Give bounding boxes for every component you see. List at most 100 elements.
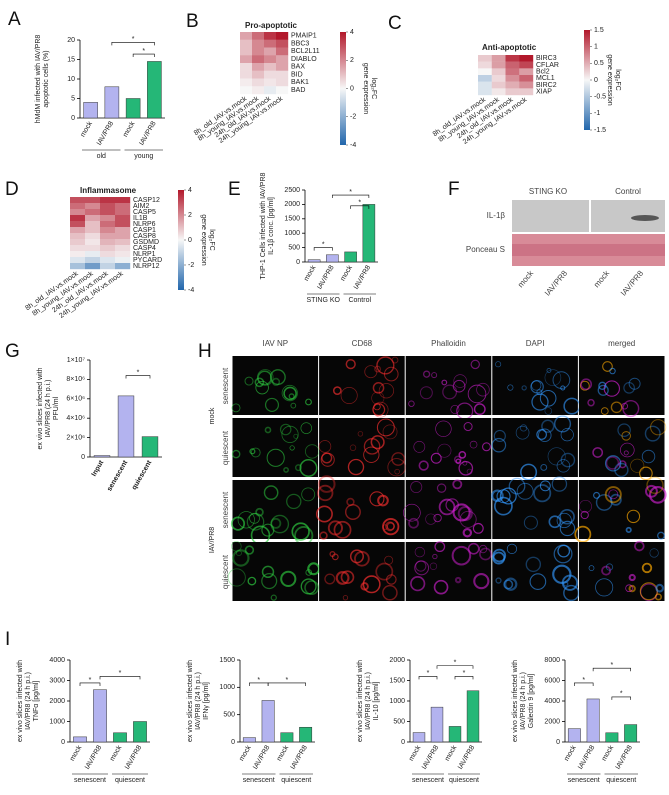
y-tick-label: 1500: [389, 677, 405, 684]
bar: [466, 690, 480, 743]
heatmap-cell: [100, 257, 116, 264]
bar: [104, 86, 120, 119]
micrograph-texture: [345, 358, 356, 370]
bar: [73, 736, 87, 743]
micrograph-texture: [419, 386, 433, 400]
heatmap-cell: [252, 32, 265, 40]
significance-label: *: [358, 200, 361, 207]
x-tick-label: senescent: [106, 459, 130, 493]
significance-label: *: [257, 677, 260, 684]
micrograph-texture: [552, 564, 572, 584]
micrograph-texture: [244, 545, 255, 555]
significance-label: *: [119, 670, 122, 677]
micrograph-texture: [369, 491, 385, 507]
y-axis-label: IAV/PR8 (24 h p.i.): [45, 380, 52, 438]
micrograph-texture: [452, 503, 471, 522]
lane-label: mock: [516, 268, 536, 289]
y-tick-label: 4000: [49, 657, 65, 664]
micrograph-texture: [451, 545, 472, 566]
micrograph-texture: [592, 447, 604, 458]
micrograph-texture: [478, 544, 488, 554]
micrograph-texture: [304, 444, 320, 459]
x-tick-label: IAV/PR8: [353, 264, 372, 290]
micrograph-texture: [335, 571, 350, 585]
group-label: quiescent: [281, 777, 311, 784]
micrograph-texture: [495, 361, 502, 368]
micrograph-texture: [450, 404, 460, 414]
micrograph-texture: [438, 498, 456, 516]
significance-label: *: [286, 677, 289, 684]
micrograph-texture: [362, 575, 381, 594]
heatmap-cell: [85, 257, 101, 264]
heatmap-cell: [491, 61, 506, 69]
micrograph-texture: [601, 565, 612, 576]
bar: [567, 728, 581, 743]
heatmap-cell: [276, 70, 289, 79]
heatmap-cell: [115, 203, 131, 210]
micrograph-texture: [425, 513, 437, 525]
row-label: PMAIP1: [291, 33, 317, 40]
micrograph-texture: [644, 425, 661, 442]
micrograph-texture: [625, 584, 633, 593]
x-tick-label: IAV/PR8: [421, 744, 440, 770]
micrograph-texture: [280, 570, 297, 588]
micrograph-texture: [580, 510, 589, 520]
micrograph-texture: [279, 423, 292, 436]
x-tick-label: IAV/PR8: [124, 744, 143, 770]
y-tick-label: 0: [296, 259, 300, 266]
heatmap-cell: [240, 32, 253, 40]
row-label: XIAP: [536, 89, 552, 96]
significance-bracket: [125, 375, 151, 379]
micrograph-texture: [231, 541, 242, 552]
micrograph-texture: [319, 531, 328, 540]
micrograph-texture: [551, 476, 568, 492]
micrograph-texture: [349, 549, 364, 564]
bar: [307, 259, 321, 263]
micrograph-texture: [281, 384, 298, 402]
x-tick-label: mock: [340, 264, 355, 282]
significance-bracket: [132, 53, 155, 58]
micrograph-texture: [418, 460, 429, 471]
significance-label: *: [322, 241, 325, 248]
micrograph-texture: [508, 477, 526, 495]
micrograph: [578, 542, 665, 601]
heatmap-cell: [519, 75, 534, 82]
micrograph-texture: [541, 419, 555, 433]
x-tick-label: IAV/PR8: [457, 744, 476, 770]
heatmap-cell: [70, 257, 86, 264]
condition-label: mock: [209, 407, 216, 424]
group-label: old: [97, 153, 106, 160]
heatmap-cell: [264, 70, 277, 79]
micrograph-texture: [621, 431, 631, 441]
micrograph-texture: [604, 486, 622, 504]
heatmap-cell: [100, 209, 116, 216]
micrograph-texture: [261, 523, 275, 537]
heatmap-cell: [519, 68, 534, 76]
micrograph-texture: [579, 380, 590, 391]
micrograph-texture: [254, 377, 265, 388]
micrograph-texture: [544, 369, 562, 386]
micrograph-texture: [408, 400, 415, 407]
y-axis-label: PFU/ml: [53, 396, 60, 420]
heatmap-cell: [85, 203, 101, 210]
y-tick-label: 20: [67, 37, 75, 44]
colorbar-tick-label: -4: [188, 287, 194, 294]
micrograph-texture: [436, 483, 447, 493]
micrograph-texture: [516, 482, 534, 500]
heatmap-cell: [240, 86, 253, 95]
x-tick-label: mock: [80, 120, 95, 138]
colorbar-tick-label: 0: [594, 77, 598, 84]
x-tick-label: IAV/PR8: [138, 120, 157, 146]
micrograph-texture: [504, 577, 518, 591]
micrograph-texture: [372, 382, 385, 394]
heatmap-cell: [276, 78, 289, 87]
heatmap-cell: [505, 55, 520, 62]
y-tick-label: 2000: [49, 698, 65, 705]
heatmap-cell: [115, 239, 131, 246]
panel-letter: C: [388, 13, 402, 34]
heatmap-cell: [491, 81, 506, 89]
panel-letter: I: [5, 629, 10, 650]
row-label: IL1B: [133, 215, 148, 222]
micrograph-texture: [363, 446, 380, 463]
micrograph-texture: [493, 429, 506, 443]
